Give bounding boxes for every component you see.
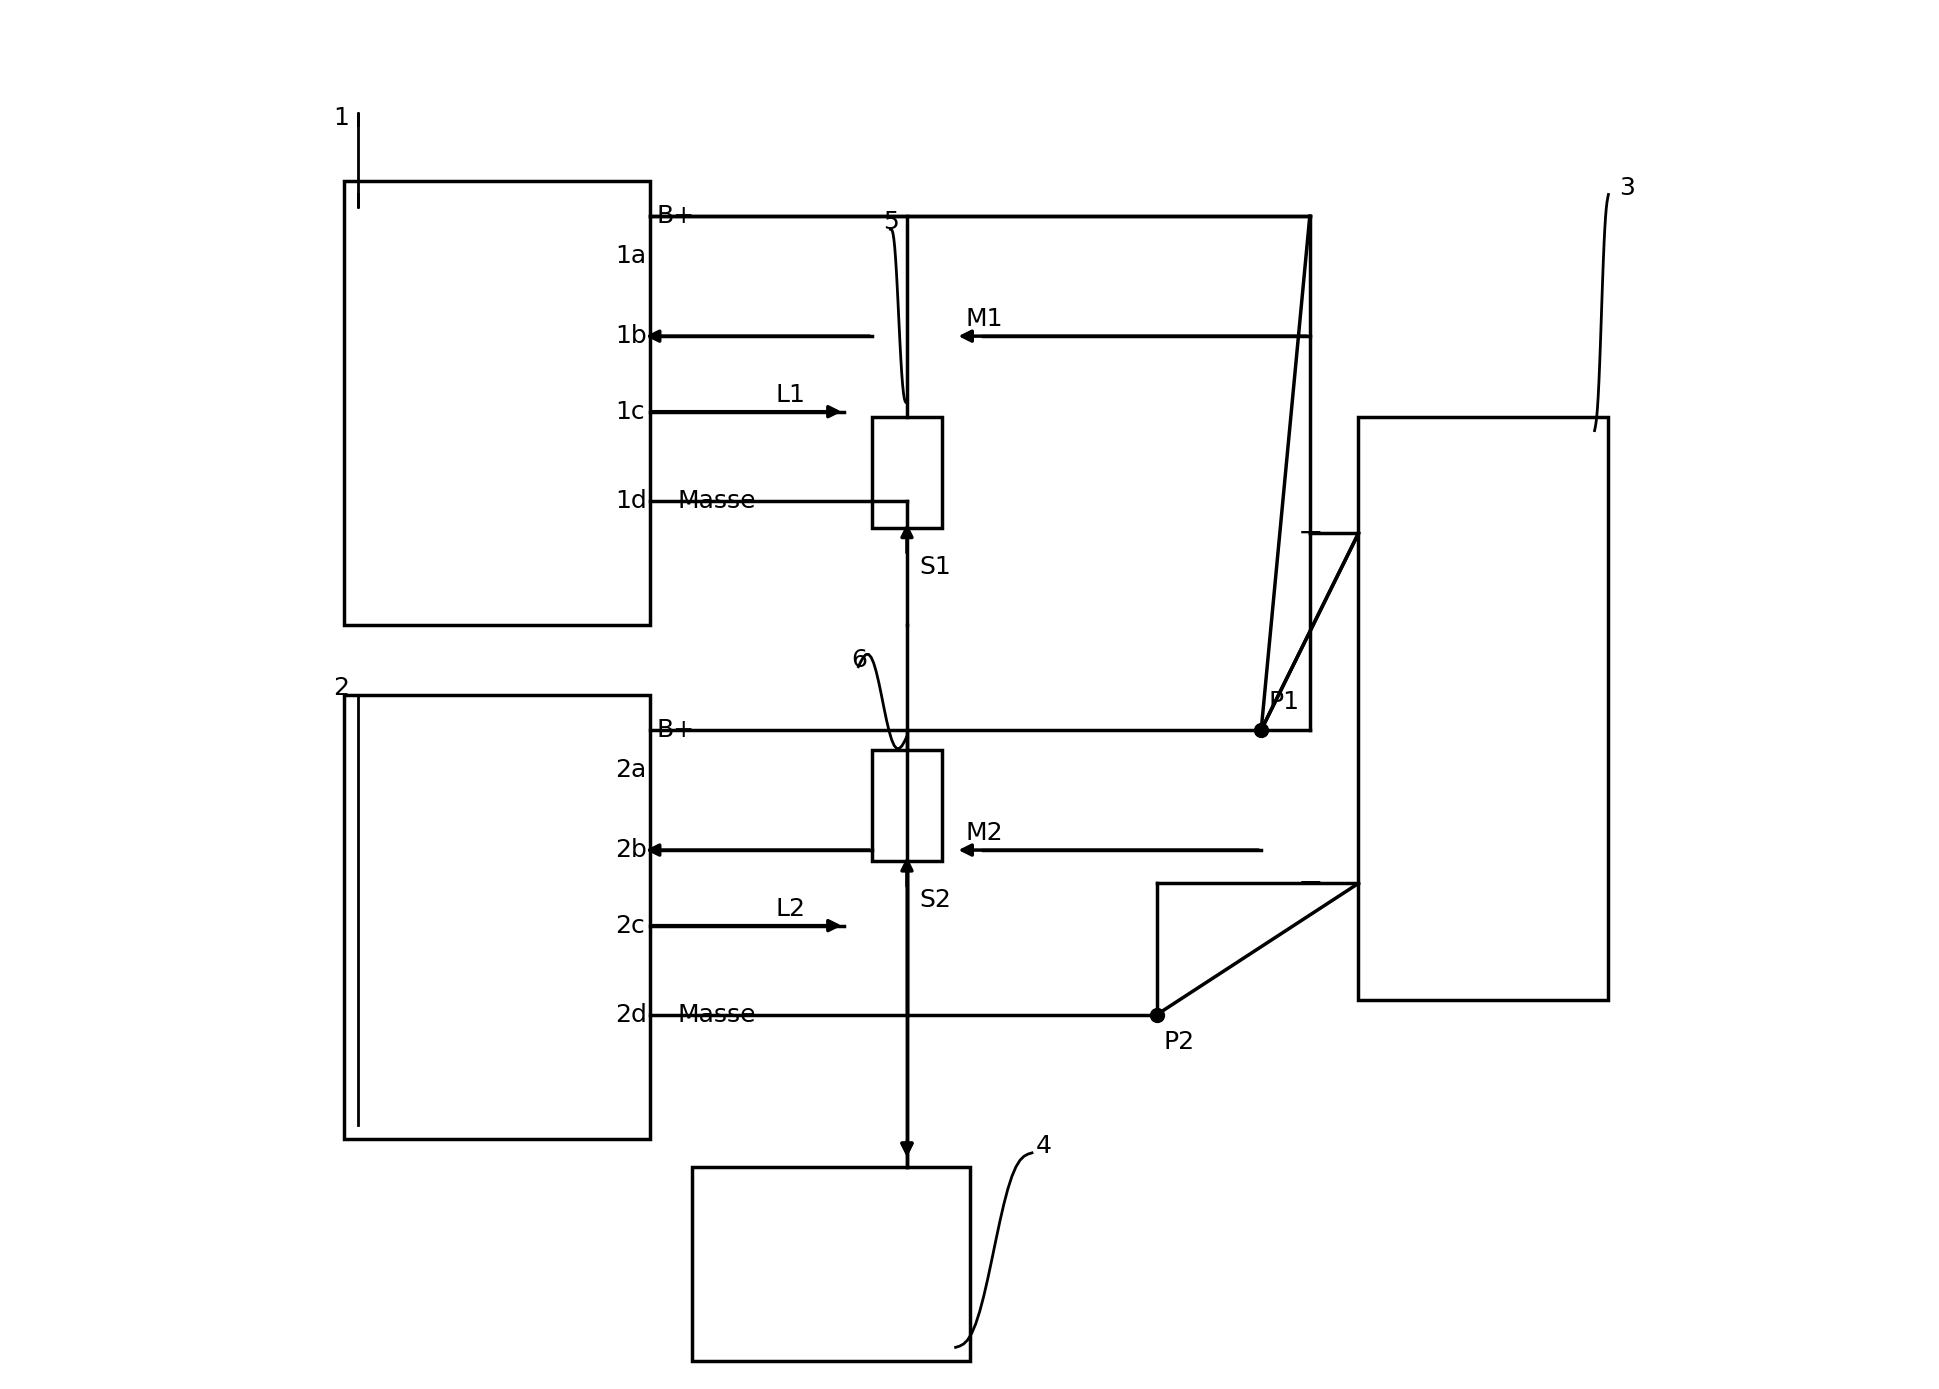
Text: S2: S2: [919, 888, 952, 913]
Text: 6: 6: [851, 647, 867, 672]
Bar: [692, 1167, 970, 1361]
Bar: [873, 750, 942, 861]
Text: 3: 3: [1619, 175, 1635, 200]
Text: +: +: [1297, 519, 1324, 547]
Text: 1: 1: [334, 106, 349, 131]
Text: Masse: Masse: [679, 489, 756, 513]
Text: 1b: 1b: [615, 324, 648, 349]
Text: M1: M1: [966, 307, 1002, 332]
Text: L1: L1: [776, 383, 805, 407]
Text: M2: M2: [966, 821, 1002, 846]
Bar: [873, 417, 942, 528]
Text: 2d: 2d: [615, 1003, 648, 1026]
Text: P1: P1: [1268, 690, 1299, 714]
Text: 1a: 1a: [615, 244, 646, 268]
Text: B+: B+: [657, 718, 694, 742]
Text: 1d: 1d: [615, 489, 648, 513]
Text: B+: B+: [657, 204, 694, 228]
Text: Masse: Masse: [679, 1003, 756, 1026]
Text: 4: 4: [1035, 1133, 1053, 1158]
Text: S1: S1: [919, 554, 952, 579]
Bar: [1359, 417, 1609, 1000]
Text: P2: P2: [1163, 1031, 1194, 1054]
Text: 2c: 2c: [615, 914, 646, 938]
Bar: [345, 181, 650, 625]
Text: 2: 2: [334, 675, 349, 700]
Text: L2: L2: [776, 897, 805, 921]
Text: 2a: 2a: [615, 758, 646, 782]
Text: 1c: 1c: [615, 400, 646, 424]
Text: 2b: 2b: [615, 838, 648, 863]
Text: −: −: [1299, 870, 1324, 897]
Text: 5: 5: [884, 210, 900, 235]
Bar: [345, 694, 650, 1139]
